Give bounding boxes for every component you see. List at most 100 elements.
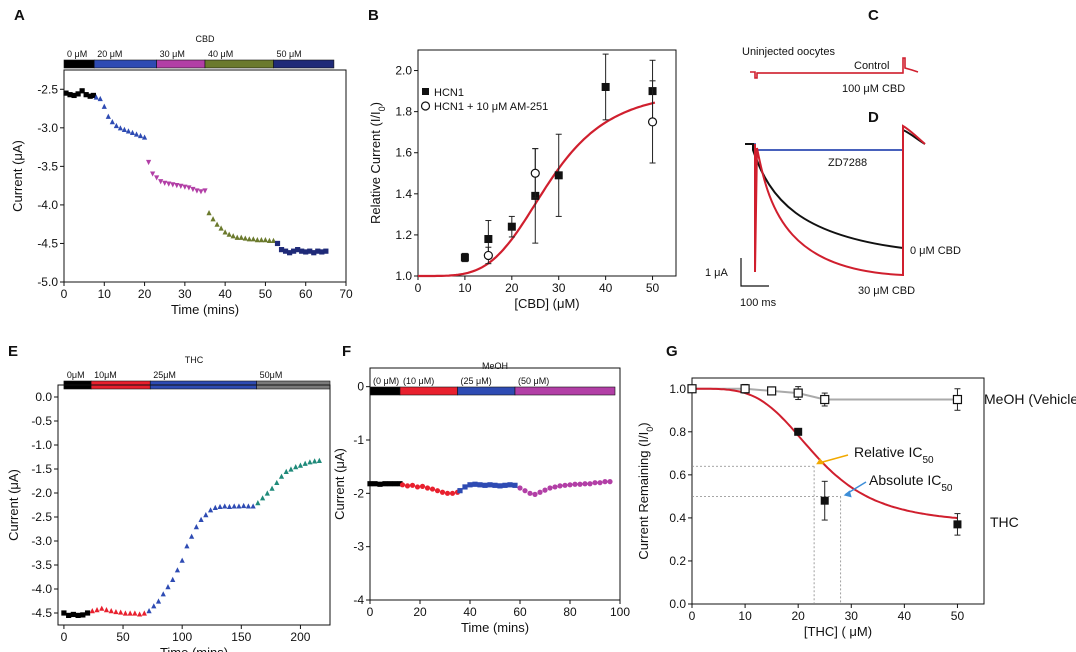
legend-label-am251: HCN1 + 10 μM AM-251	[434, 101, 548, 113]
data-point	[150, 171, 156, 177]
data-point	[793, 388, 803, 398]
panel-letter-b: B	[368, 7, 379, 24]
y-tick-label: -3.0	[31, 534, 52, 548]
data-point	[250, 236, 256, 242]
data-point	[141, 134, 148, 140]
data-point	[155, 598, 162, 604]
data-point	[274, 479, 280, 486]
panel-b: B 0 10 20 30 40 50 1.0 1.2 1.4 1.6 1.8 2.0 [CBD] (μM…	[368, 7, 677, 311]
data-point	[647, 117, 658, 127]
data-point	[307, 459, 313, 465]
x-tick-label: 50	[646, 281, 660, 295]
panel-letter-c: C	[868, 7, 879, 24]
data-point	[319, 249, 325, 255]
data-point	[210, 216, 216, 222]
y-tick-label: 1.4	[395, 187, 412, 201]
data-point	[90, 92, 97, 99]
x-tick-label: 50	[259, 287, 273, 301]
vehicle-series-label: MeOH (Vehicle)	[984, 391, 1076, 407]
x-tick-label: 150	[231, 630, 251, 644]
x-tick-label: 20	[413, 605, 427, 619]
data-point	[312, 458, 318, 464]
data-point	[483, 250, 493, 261]
x-tick-label: 100	[172, 630, 192, 644]
panel-d-trace-zd7288	[745, 143, 903, 151]
data-point	[439, 489, 446, 495]
data-point	[133, 131, 140, 137]
concentration-segment	[399, 386, 458, 396]
y-tick-label: -3.5	[31, 558, 52, 572]
data-point	[557, 483, 563, 489]
plot-frame	[57, 384, 331, 626]
panel-c-cbd-label: 100 μM CBD	[842, 83, 905, 95]
bar-title: THC	[185, 355, 204, 365]
x-tick-label: 30	[178, 287, 192, 301]
data-point	[151, 603, 157, 609]
concentration-segment-label: 20 μM	[97, 49, 122, 59]
y-tick-label: 1.2	[395, 228, 412, 242]
data-point	[166, 181, 172, 187]
data-point	[311, 250, 317, 256]
data-point	[214, 221, 220, 227]
data-point	[377, 481, 383, 487]
data-point	[601, 82, 610, 91]
panel-d-0-cbd-label: 0 μM CBD	[910, 245, 961, 257]
x-tick-label: 40	[599, 281, 613, 295]
data-point	[532, 491, 538, 497]
data-point	[577, 481, 583, 487]
data-point	[254, 237, 260, 243]
panel-g: G 0 10 20 30 40 50 0.0 0.2 0.4 0.6 0.8 1.0 [THC] ( μ…	[636, 343, 1076, 639]
x-tick-label: 50	[116, 630, 130, 644]
legend-label-hcn1: HCN1	[434, 87, 464, 99]
x-tick-label: 60	[299, 287, 313, 301]
data-point	[170, 182, 176, 188]
panel-letter-a: A	[14, 7, 25, 24]
y-tick-label: 0.2	[669, 554, 686, 568]
data-point	[125, 128, 132, 134]
data-point	[179, 557, 185, 563]
data-point	[547, 485, 553, 491]
y-tick-label: 0.6	[669, 468, 686, 482]
panel-letter-e: E	[8, 343, 18, 360]
x-tick-label: 80	[563, 605, 577, 619]
x-tick-label: 10	[738, 609, 752, 623]
y-axis-title-end: )	[636, 422, 651, 426]
data-point	[507, 482, 513, 488]
data-point	[118, 609, 124, 615]
data-point	[572, 481, 578, 487]
concentration-segment-label: 25μM	[153, 370, 176, 380]
panel-b-axes: 0 10 20 30 40 50 1.0 1.2 1.4 1.6 1.8 2.0 [CBD] (μM) R…	[368, 49, 677, 311]
data-point	[259, 495, 266, 501]
data-point	[404, 483, 411, 489]
data-point	[160, 591, 166, 597]
data-point	[109, 119, 115, 125]
bar-title: CBD	[195, 34, 215, 44]
data-point	[597, 480, 603, 486]
data-point	[129, 129, 136, 136]
x-tick-label: 0	[367, 605, 374, 619]
data-point	[269, 485, 275, 491]
y-tick-label: 1.8	[395, 105, 412, 119]
data-point	[184, 543, 190, 549]
y-axis-title-subscript: 0	[377, 106, 387, 111]
x-tick-label: 40	[463, 605, 477, 619]
data-point	[83, 92, 89, 98]
data-point	[397, 481, 403, 487]
x-tick-label: 50	[951, 609, 965, 623]
data-point	[75, 612, 81, 618]
concentration-segment	[457, 386, 516, 396]
data-point	[217, 503, 223, 510]
data-point	[94, 607, 100, 613]
concentration-segment-label: (0 μM)	[373, 376, 399, 386]
data-point	[492, 482, 498, 488]
data-point	[218, 225, 224, 231]
concentration-segment-label: (10 μM)	[403, 376, 434, 386]
data-point	[79, 88, 85, 94]
data-point	[99, 605, 105, 611]
panel-a-data	[63, 88, 329, 256]
data-point	[230, 233, 236, 239]
data-point	[307, 248, 313, 254]
y-tick-label: -1.5	[31, 462, 52, 476]
data-point	[198, 516, 204, 522]
data-point	[484, 235, 493, 244]
